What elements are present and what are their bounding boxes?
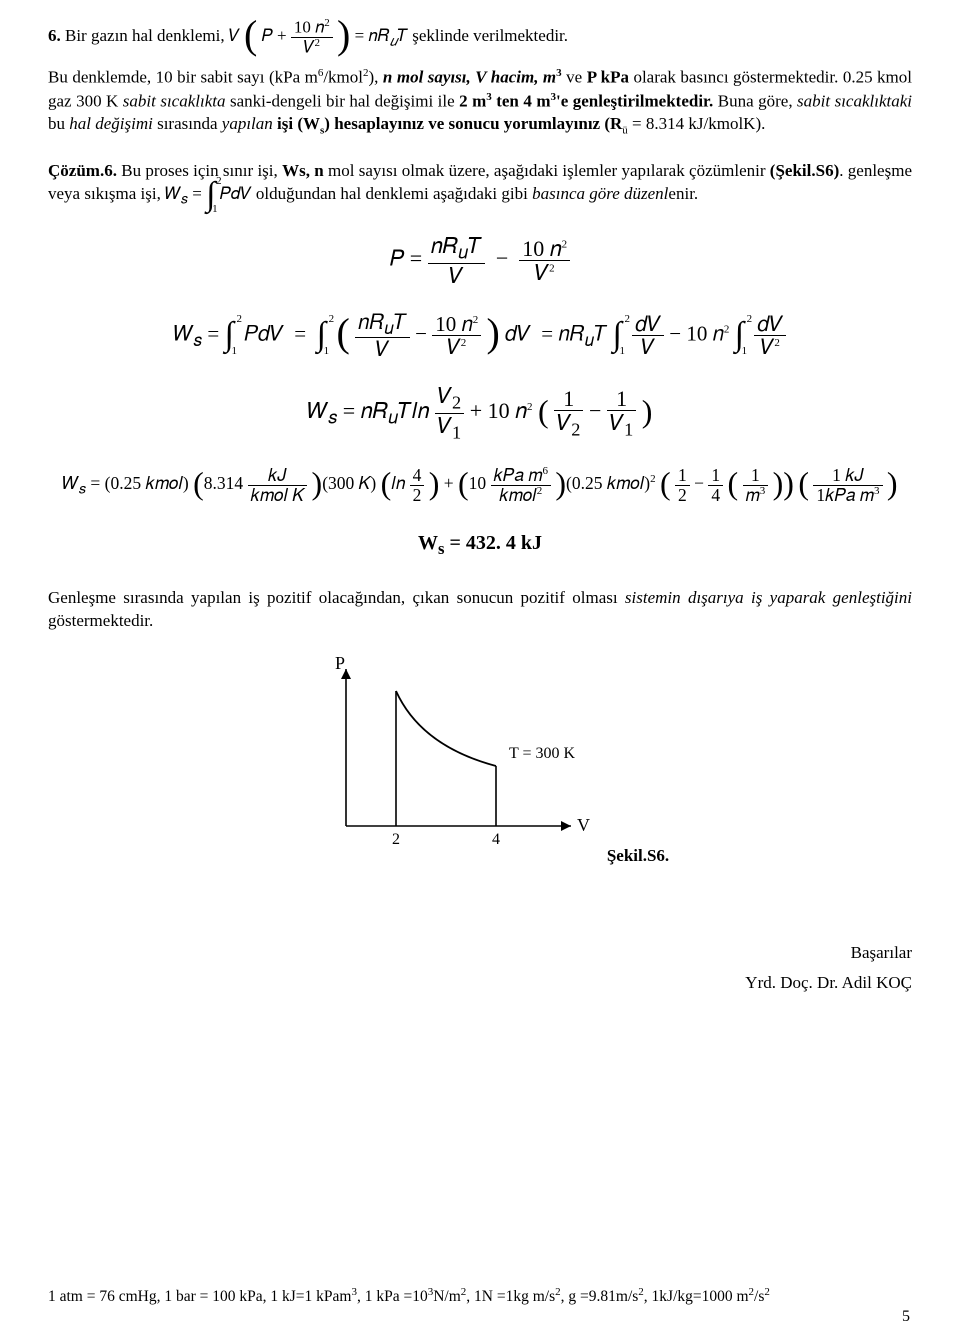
closing-paragraph: Genleşme sırasında yapılan iş pozitif ol… [48,587,912,633]
p-axis-label: P [335,653,345,673]
footer-constants: 1 atm = 76 cmHg, 1 bar = 100 kPa, 1 kJ=1… [48,1286,912,1306]
signature-line1: Başarılar [48,938,912,969]
x-tick-4: 4 [492,831,500,848]
equation-ws-ln: 𝑊𝑠 = 𝑛𝑅𝑢𝑇𝑙𝑛 𝑉2𝑉1 + 10 𝑛2 ( 1𝑉2 − 1𝑉1 ) [48,384,912,442]
x-tick-2: 2 [392,831,400,848]
figure-caption: Şekil.S6. [607,845,669,868]
equation-ws-integral: 𝑊𝑠 = ∫21 𝑃𝑑𝑉 = ∫21 ( 𝑛𝑅𝑢𝑇𝑉 − 10 𝑛2𝑉2 ) 𝑑… [48,311,912,361]
figure-s6: P V T = 300 K 2 4 Şekil.S6. [48,651,912,868]
problem-paragraph: Bu denklemde, 10 bir sabit sayı (kPa m6/… [48,66,912,138]
inline-equation-1: 𝑉 ( 𝑃 + 10 𝑛2𝑉2 ) = 𝑛𝑅𝑢𝑇 [229,26,412,45]
v-axis-label: V [577,815,590,835]
text: Bir gazın hal denklemi, [61,26,229,45]
equation-result: Ws = 432. 4 kJ [48,530,912,561]
inline-equation-2: 𝑊𝑠 = ∫21 𝑃𝑑𝑉 [165,184,252,203]
text: şeklinde verilmektedir. [412,26,568,45]
problem-number: 6. [48,26,61,45]
equation-ws-numeric: 𝑊𝑠 = (0.25 𝑘𝑚𝑜𝑙) (8.314 𝑘𝐽𝑘𝑚𝑜𝑙 𝐾 )(300 𝐾… [0,466,960,504]
signature-block: Başarılar Yrd. Doç. Dr. Adil KOÇ [48,938,912,999]
page-number: 5 [902,1308,910,1326]
problem-heading-line: 6. Bir gazın hal denklemi, 𝑉 ( 𝑃 + 10 𝑛2… [48,18,912,56]
solution-paragraph: Çözüm.6. Bu proses için sınır işi, Ws, n… [48,160,912,209]
solution-heading: Çözüm.6. [48,161,117,180]
signature-line2: Yrd. Doç. Dr. Adil KOÇ [48,968,912,999]
equation-p: 𝑃 = 𝑛𝑅𝑢𝑇𝑉 − 10 𝑛2𝑉2 [48,234,912,287]
pv-diagram: P V T = 300 K 2 4 [291,651,601,861]
t-label: T = 300 K [509,745,576,762]
